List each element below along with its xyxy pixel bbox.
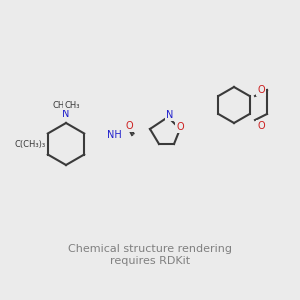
Text: N: N [166,110,173,121]
Text: NH: NH [106,130,122,140]
Text: O: O [257,121,265,131]
Text: O: O [125,121,133,131]
Text: C(CH₃)₃: C(CH₃)₃ [14,140,46,148]
Text: CH₃: CH₃ [64,100,80,109]
Text: O: O [257,85,265,95]
Text: Chemical structure rendering
requires RDKit: Chemical structure rendering requires RD… [68,244,232,266]
Text: CH₃: CH₃ [52,100,68,109]
Text: N: N [62,109,70,119]
Text: O: O [176,122,184,133]
